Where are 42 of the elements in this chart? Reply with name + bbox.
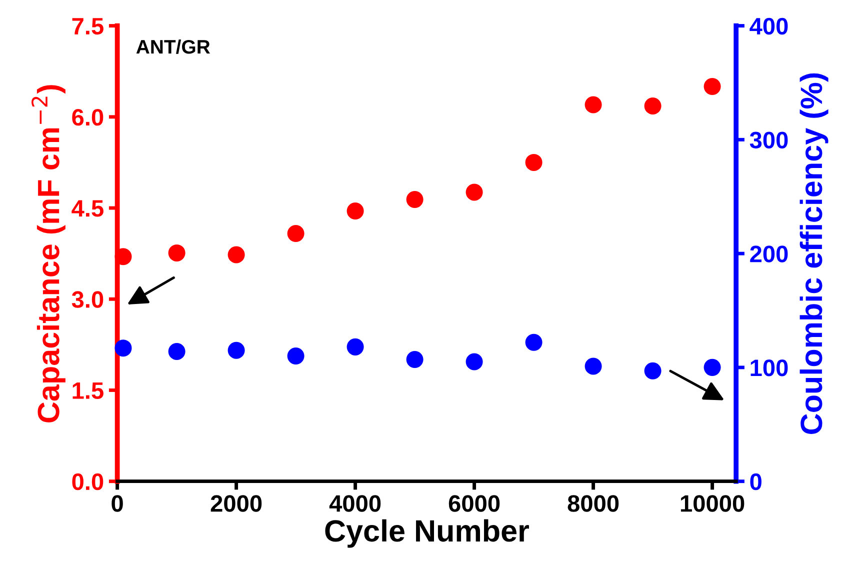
point (287, 225, 304, 242)
x-tick-label: 0 (112, 495, 123, 512)
point (287, 348, 304, 365)
point (644, 362, 662, 380)
y-tick-label: 4.5 (72, 200, 104, 217)
x-axis-title: Cycle Number (325, 519, 529, 548)
x-tick-label: 6000 (448, 495, 500, 512)
y-tick-label: 0.0 (72, 473, 104, 490)
x-tick-label: 4000 (329, 495, 381, 512)
y2-axis-title: Coulombic efficiency (%) (800, 73, 828, 434)
point (168, 244, 186, 262)
x-tick-label: 10000 (680, 495, 744, 512)
y-tick-label: 1.5 (72, 382, 104, 399)
y2-tick-label: 0 (750, 473, 762, 490)
x-tick-label: 8000 (568, 495, 619, 512)
point (346, 202, 364, 220)
point (406, 190, 424, 208)
y2-tick-label: 100 (750, 360, 788, 376)
point (584, 358, 602, 375)
y-axis-title: Capacitance (mF cm$^{−2}$) (32, 85, 66, 422)
point (466, 353, 483, 370)
point (525, 334, 542, 351)
y2-tick-label: 300 (750, 132, 788, 148)
x-tick-label: 2000 (210, 495, 262, 512)
y2-tick-label: 400 (750, 18, 788, 35)
point (644, 97, 662, 114)
y-tick-label: 3.0 (72, 291, 104, 308)
point (228, 246, 245, 264)
y-tick-label: 7.5 (72, 18, 104, 35)
point (525, 154, 542, 171)
y-tick-label: 6.0 (72, 108, 104, 126)
point (346, 338, 364, 356)
y2-tick-label: 200 (750, 246, 788, 262)
point (114, 340, 132, 357)
point (704, 358, 721, 376)
point (466, 184, 483, 201)
annotation: ANT/GR (136, 39, 210, 54)
point (406, 350, 424, 368)
point (228, 342, 245, 359)
point (584, 96, 602, 114)
point (168, 342, 186, 360)
point (704, 78, 721, 96)
